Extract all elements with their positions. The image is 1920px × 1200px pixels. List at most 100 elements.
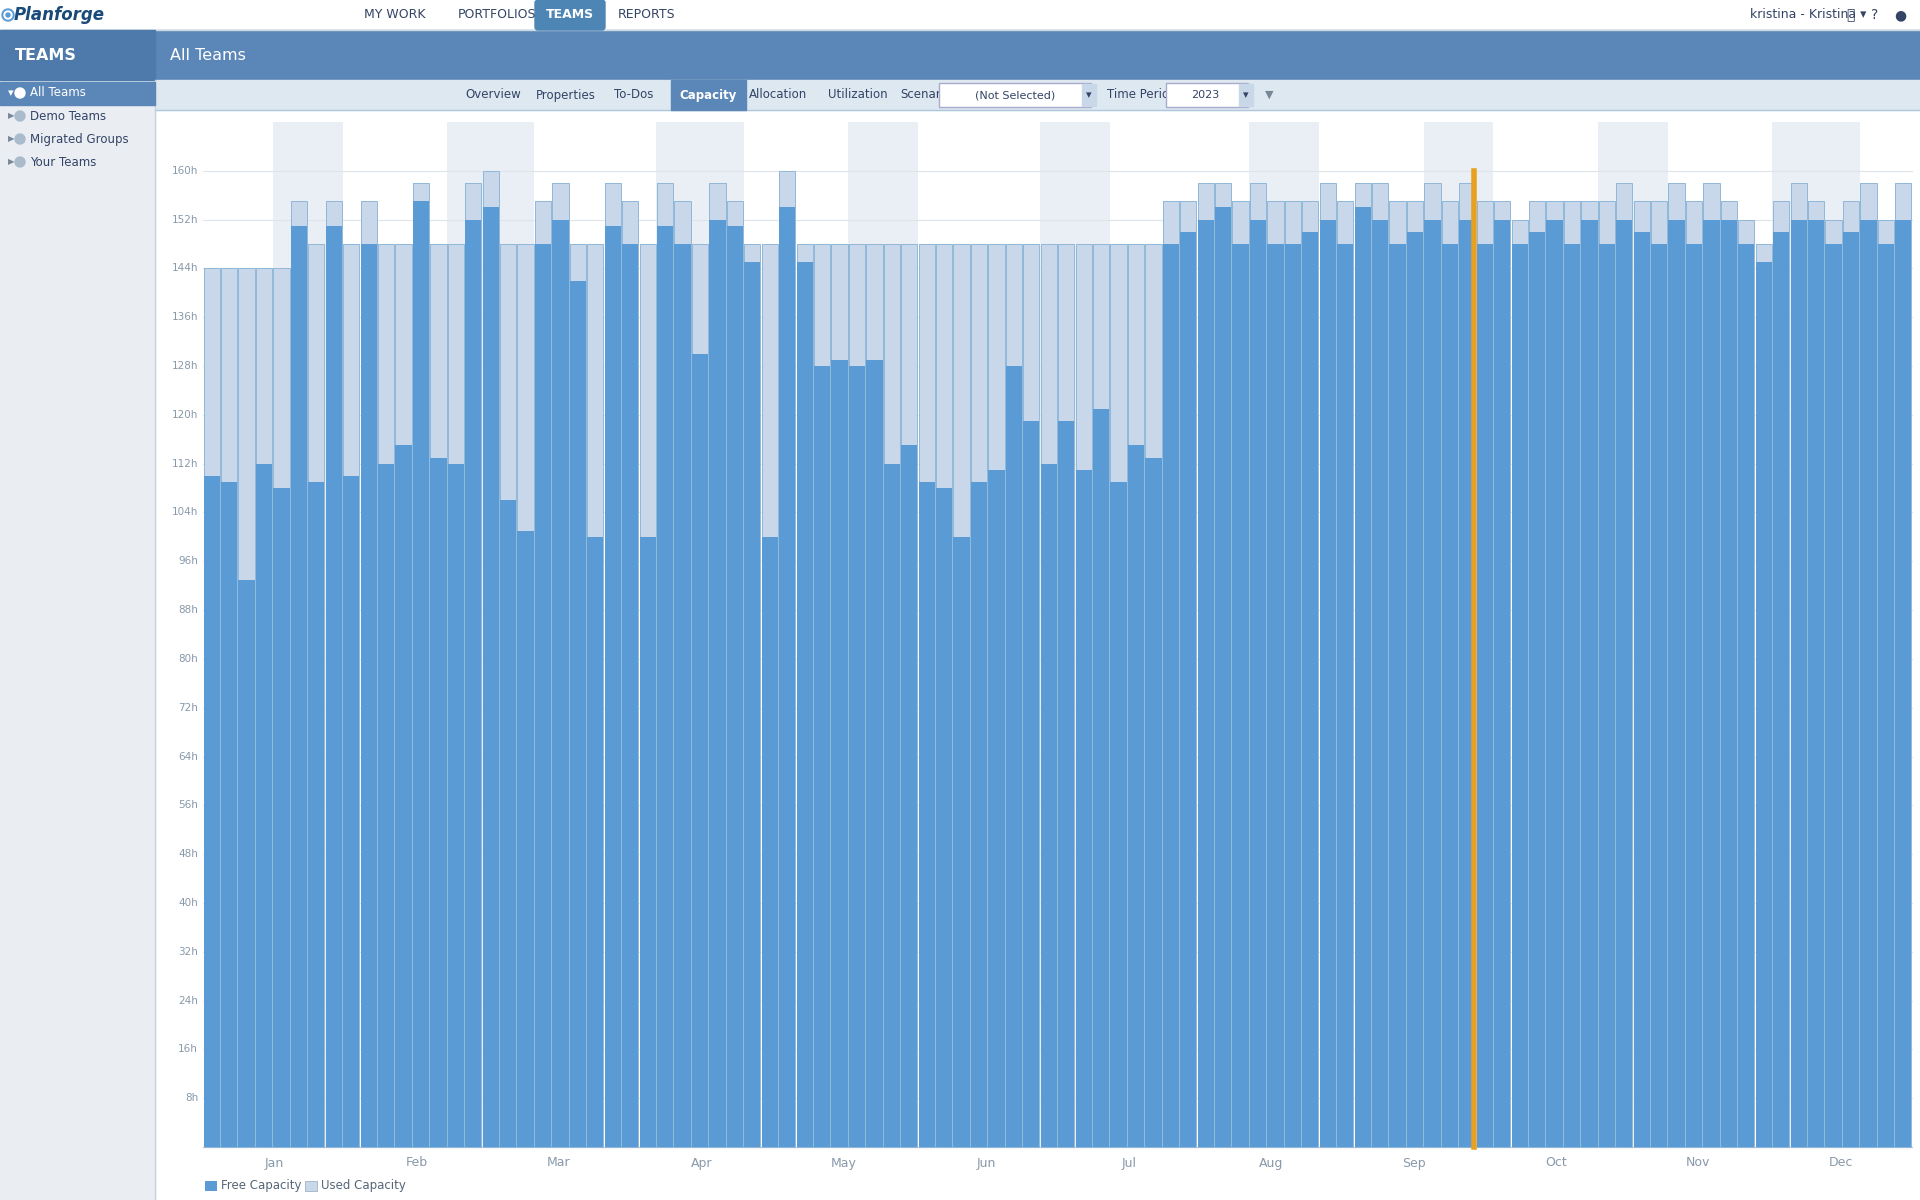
Text: 72h: 72h bbox=[179, 703, 198, 713]
Bar bbox=[1058, 244, 1075, 1147]
Bar bbox=[1791, 184, 1807, 1147]
Text: ▶: ▶ bbox=[8, 157, 15, 167]
Bar bbox=[361, 202, 376, 1147]
Bar bbox=[670, 80, 747, 110]
Bar bbox=[290, 202, 307, 1147]
Bar bbox=[1772, 202, 1789, 1147]
Bar bbox=[1354, 184, 1371, 1147]
Bar bbox=[1634, 202, 1649, 1147]
Bar bbox=[396, 244, 411, 1147]
Text: REPORTS: REPORTS bbox=[618, 8, 676, 22]
Bar bbox=[708, 184, 726, 1147]
Text: 136h: 136h bbox=[171, 312, 198, 323]
Bar bbox=[1791, 184, 1807, 1147]
Text: ⌕: ⌕ bbox=[1845, 8, 1855, 22]
Bar bbox=[639, 536, 657, 1147]
Bar bbox=[221, 269, 238, 1147]
Bar bbox=[1860, 184, 1876, 1147]
Bar bbox=[1511, 244, 1528, 1147]
Bar bbox=[1198, 184, 1213, 1147]
Text: ●: ● bbox=[1893, 8, 1907, 22]
Bar bbox=[1354, 184, 1371, 1147]
Bar bbox=[1703, 220, 1720, 1147]
Bar bbox=[204, 269, 219, 1147]
Bar bbox=[1528, 202, 1546, 1147]
Bar bbox=[1267, 202, 1284, 1147]
Bar bbox=[1878, 244, 1893, 1147]
Bar bbox=[1250, 220, 1265, 1147]
Bar bbox=[326, 202, 342, 1147]
Bar bbox=[1494, 202, 1511, 1147]
Bar bbox=[221, 482, 238, 1147]
Bar bbox=[1233, 202, 1248, 1147]
Text: ?: ? bbox=[1872, 8, 1878, 22]
Bar bbox=[1738, 220, 1755, 1147]
Text: TEAMS: TEAMS bbox=[15, 48, 77, 62]
Text: MY WORK: MY WORK bbox=[365, 8, 426, 22]
Text: 56h: 56h bbox=[179, 800, 198, 810]
Bar bbox=[1494, 202, 1511, 1147]
Text: Sep: Sep bbox=[1402, 1157, 1425, 1170]
Bar bbox=[518, 530, 534, 1147]
Bar bbox=[1250, 184, 1265, 1147]
Bar bbox=[937, 244, 952, 1147]
Bar bbox=[1336, 202, 1354, 1147]
Bar bbox=[900, 244, 918, 1147]
Bar bbox=[305, 1181, 317, 1190]
Bar bbox=[1319, 184, 1336, 1147]
Bar bbox=[1181, 202, 1196, 1147]
Bar bbox=[255, 463, 273, 1147]
Bar bbox=[238, 580, 255, 1147]
Text: Jan: Jan bbox=[265, 1157, 284, 1170]
Bar bbox=[708, 184, 726, 1147]
Bar bbox=[1843, 202, 1859, 1147]
Bar bbox=[570, 244, 586, 1147]
Bar bbox=[883, 244, 900, 1147]
Circle shape bbox=[4, 11, 12, 19]
Bar bbox=[1164, 202, 1179, 1147]
Bar bbox=[0, 0, 1920, 30]
Bar bbox=[1146, 457, 1162, 1147]
Bar bbox=[1302, 202, 1319, 1147]
Bar bbox=[1181, 232, 1196, 1147]
Bar bbox=[273, 269, 290, 1147]
Bar bbox=[1373, 220, 1388, 1147]
Bar bbox=[1686, 244, 1703, 1147]
Circle shape bbox=[2, 8, 13, 20]
Bar bbox=[1146, 244, 1162, 1147]
Bar bbox=[1599, 202, 1615, 1147]
Bar bbox=[1476, 202, 1494, 1147]
Bar bbox=[1878, 220, 1893, 1147]
Bar bbox=[536, 202, 551, 1147]
Bar bbox=[657, 226, 674, 1147]
Bar bbox=[413, 184, 428, 1147]
Bar bbox=[728, 202, 743, 1147]
Bar bbox=[1215, 208, 1231, 1147]
Bar bbox=[1092, 409, 1110, 1147]
Bar bbox=[396, 244, 411, 1147]
Bar bbox=[1755, 244, 1772, 1147]
Bar bbox=[1895, 220, 1912, 1147]
Bar bbox=[1041, 463, 1056, 1147]
Text: PORTFOLIOS: PORTFOLIOS bbox=[457, 8, 536, 22]
Bar bbox=[1092, 244, 1110, 1147]
Bar bbox=[1181, 202, 1196, 1147]
Circle shape bbox=[15, 88, 25, 98]
Bar bbox=[1302, 202, 1319, 1147]
Text: 80h: 80h bbox=[179, 654, 198, 664]
Bar bbox=[1772, 202, 1789, 1147]
Bar bbox=[447, 244, 465, 1147]
Text: ▼: ▼ bbox=[1265, 90, 1273, 100]
Bar bbox=[1809, 220, 1824, 1147]
Bar bbox=[553, 184, 568, 1147]
Bar bbox=[797, 244, 812, 1147]
Bar bbox=[1083, 84, 1096, 106]
Bar bbox=[1198, 220, 1213, 1147]
Bar bbox=[255, 269, 273, 1147]
Bar bbox=[465, 184, 482, 1147]
Bar bbox=[1826, 220, 1841, 1147]
Bar bbox=[900, 244, 918, 1147]
Text: Jun: Jun bbox=[977, 1157, 996, 1170]
Text: Properties: Properties bbox=[536, 89, 595, 102]
Bar bbox=[1198, 184, 1213, 1147]
